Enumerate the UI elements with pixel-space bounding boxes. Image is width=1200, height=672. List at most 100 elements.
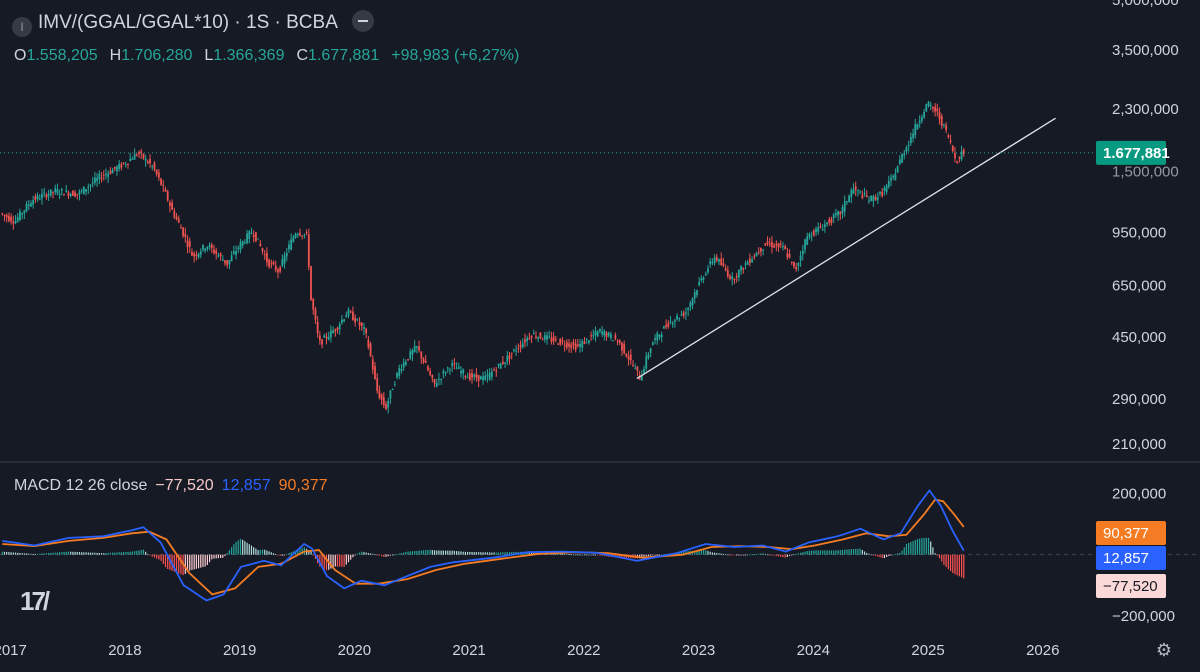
candle-body [530, 336, 533, 338]
macd-histogram-bar [835, 550, 837, 555]
candle-body [914, 124, 917, 136]
candle-body [537, 337, 540, 339]
macd-histogram-bar [398, 553, 400, 555]
candle-body [524, 339, 526, 343]
macd-histogram-bar [416, 550, 418, 555]
candle-body [932, 107, 934, 109]
candle-body [197, 253, 200, 258]
macd-histogram-bar [800, 552, 802, 555]
macd-histogram-bar [879, 554, 881, 558]
candle-body [382, 397, 385, 406]
macd-histogram-bar [312, 554, 314, 556]
candle-body [321, 339, 323, 345]
candle-body [610, 334, 612, 339]
macd-histogram-bar [603, 554, 605, 556]
macd-histogram-bar [782, 554, 784, 558]
candle-body [111, 169, 114, 174]
macd-histogram-bar [599, 554, 601, 556]
candle-body [224, 260, 226, 264]
candle-body [89, 184, 92, 186]
candle-body [38, 198, 41, 200]
candle-body [327, 336, 330, 340]
symbol-icon[interactable]: I [12, 17, 32, 37]
macd-histogram-bar [486, 552, 489, 555]
macd-histogram-bar [321, 554, 323, 568]
macd-histogram-bar [299, 548, 301, 555]
candle-body [568, 343, 570, 347]
macd-histogram-bar [332, 554, 334, 568]
macd-histogram-bar [444, 550, 447, 555]
candle-body [658, 334, 661, 338]
macd-histogram-bar [694, 550, 696, 555]
candle-body [325, 336, 328, 339]
candle-body [310, 266, 312, 301]
macd-histogram-bar [250, 545, 253, 555]
macd-histogram-bar [720, 553, 722, 555]
macd-histogram-bar [354, 554, 356, 556]
trendline[interactable] [636, 117, 1056, 380]
macd-histogram-bar [23, 553, 25, 555]
candle-body [215, 250, 218, 254]
candle-body [301, 235, 304, 237]
macd-legend[interactable]: MACD 12 26 close −77,520 12,857 90,377 [14, 477, 336, 495]
macd-line[interactable] [2, 488, 965, 602]
candle-body [583, 341, 586, 345]
candle-body [625, 353, 628, 357]
macd-histogram-bar [272, 553, 275, 555]
macd-histogram-bar [683, 551, 685, 555]
candle-body [735, 276, 738, 278]
signal-value-badge [1096, 521, 1166, 545]
macd-histogram-bar [718, 553, 720, 555]
candle-body [788, 253, 791, 258]
candle-body [704, 273, 707, 275]
price-axis-tick-label: 1,500,000 [1112, 164, 1179, 181]
macd-histogram-bar [786, 554, 788, 557]
macd-histogram-bar [255, 548, 257, 555]
macd-histogram-bar [813, 550, 815, 555]
macd-histogram-bar [471, 552, 473, 555]
macd-histogram-bar [594, 554, 597, 556]
candle-body [804, 239, 806, 250]
macd-histogram-bar [433, 550, 436, 555]
candle-body [859, 191, 862, 193]
candle-body [934, 106, 937, 112]
macd-signal-line[interactable] [2, 498, 965, 596]
candle-body [100, 177, 103, 180]
candle-body [621, 342, 623, 351]
candle-body [563, 345, 566, 347]
candle-body [241, 241, 244, 246]
macd-histogram-bar [352, 554, 354, 558]
macd-histogram-bar [597, 554, 599, 556]
macd-histogram-bar [361, 551, 363, 555]
tradingview-logo-icon[interactable]: 17/ [20, 586, 50, 616]
candle-body [629, 354, 632, 361]
macd-histogram-bar [491, 552, 493, 555]
macd-axis-tick-label: 200,000 [1112, 486, 1166, 503]
macd-histogram-bar [449, 550, 451, 555]
candle-body [539, 332, 542, 339]
candle-body [113, 166, 116, 169]
candle-body [60, 189, 63, 191]
macd-histogram-bar [103, 553, 105, 555]
collapse-icon[interactable] [351, 10, 374, 32]
candle-body [107, 173, 110, 177]
macd-histogram-bar [469, 551, 471, 555]
macd-histogram-bar [167, 554, 169, 569]
macd-histogram-bar [780, 554, 782, 557]
symbol-title[interactable]: IMV/(GGAL/GGAL*10) · 1S · BCBA [38, 12, 338, 33]
gear-icon[interactable]: ⚙ [1155, 640, 1172, 660]
macd-histogram-bar [819, 550, 822, 555]
candle-body [854, 186, 857, 190]
candle-body [768, 243, 771, 245]
candle-body [135, 155, 138, 157]
macd-histogram-bar [447, 550, 449, 555]
macd-histogram-bar [793, 554, 795, 556]
candle-body [431, 374, 434, 379]
macd-histogram-bar [897, 553, 899, 555]
close-label: C [296, 47, 309, 64]
macd-histogram-bar [949, 554, 952, 572]
macd-histogram-bar [363, 552, 365, 555]
macd-histogram-bar [204, 554, 206, 567]
candle-body [411, 350, 414, 355]
